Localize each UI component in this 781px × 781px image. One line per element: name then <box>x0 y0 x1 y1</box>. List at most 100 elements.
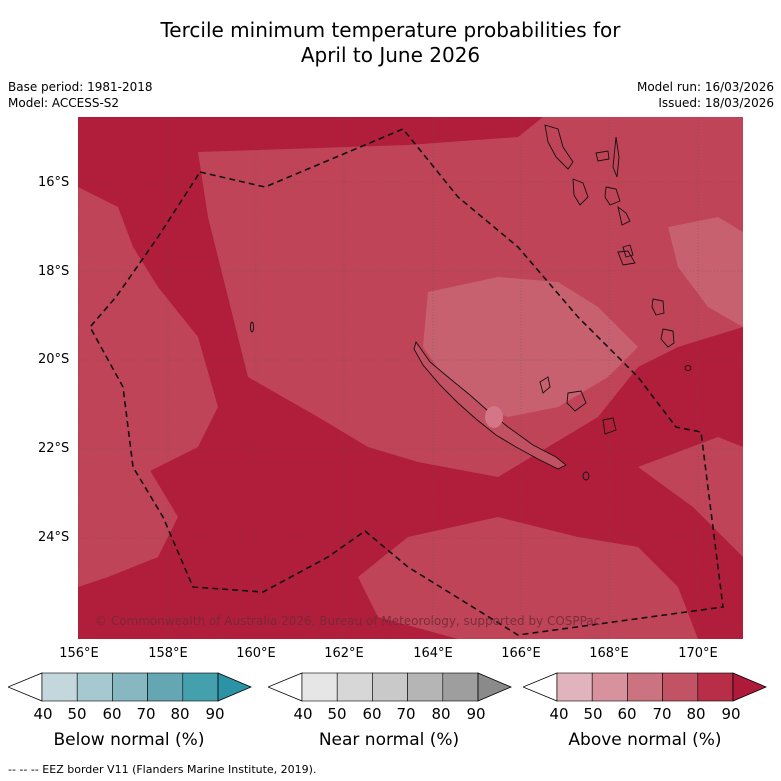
colorbar-near-extend-high <box>477 672 513 702</box>
colorbar-below-box-80 <box>182 672 219 702</box>
lat-label-18s: 18°S <box>38 264 70 279</box>
colorbar-near-box-60 <box>372 672 408 702</box>
lon-label-162e: 162°E <box>324 646 364 661</box>
vanuatu-island-tanna <box>651 298 665 316</box>
graticule <box>78 117 743 639</box>
cb2-tick-80: 80 <box>686 705 706 723</box>
above-normal-70-80-region-southwest <box>78 457 178 587</box>
lat-label-24s: 24°S <box>38 530 70 545</box>
model-text: Model: ACCESS-S2 <box>8 96 120 110</box>
colorbar-near-box-70 <box>407 672 444 702</box>
lon-label-164e: 164°E <box>413 646 453 661</box>
colorbar-below-box-50 <box>76 672 113 702</box>
cb2-tick-40: 40 <box>549 705 569 723</box>
issued-text: Issued: 18/03/2026 <box>658 96 774 110</box>
colorbar-above-extend-low <box>521 672 558 702</box>
lon-label-170e: 170°E <box>678 646 718 661</box>
lat-label-22s: 22°S <box>38 441 70 456</box>
vanuatu-island-efate <box>622 244 634 258</box>
colorbar-above-extend-high <box>732 672 768 702</box>
map-canvas <box>78 117 743 639</box>
colorbar-label-below: Below normal (%) <box>53 730 205 750</box>
colorbar-near-box-80 <box>442 672 479 702</box>
colorbar-below-box-40 <box>41 672 78 702</box>
cb2-tick-50: 50 <box>583 705 603 723</box>
cb1-tick-80: 80 <box>431 705 451 723</box>
lon-label-156e: 156°E <box>59 646 99 661</box>
vanuatu-island-erromango <box>617 250 636 266</box>
colorbar-above-box-40 <box>556 672 593 702</box>
colorbar-above-box-50 <box>591 672 628 702</box>
cb1-tick-60: 60 <box>362 705 382 723</box>
colorbar-below-box-70 <box>147 672 184 702</box>
cb0-tick-70: 70 <box>136 705 156 723</box>
probability-map <box>78 117 743 639</box>
colorbar-above-box-60 <box>627 672 663 702</box>
lon-label-168e: 168°E <box>589 646 629 661</box>
cb2-tick-90: 90 <box>721 705 741 723</box>
meta-left: Base period: 1981-2018 Model: ACCESS-S2 <box>8 79 153 111</box>
cb1-tick-40: 40 <box>293 705 313 723</box>
eez-legend-text: -- -- -- EEZ border V11 (Flanders Marine… <box>8 763 317 776</box>
above-normal-60-70-region <box>423 277 638 417</box>
cb1-tick-50: 50 <box>327 705 347 723</box>
chesterfield-islands <box>250 321 254 333</box>
lon-label-166e: 166°E <box>501 646 541 661</box>
colorbar-above-normal-graphic <box>521 672 768 702</box>
new-caledonia-island <box>413 340 567 470</box>
eez-border <box>89 128 724 636</box>
cb1-tick-90: 90 <box>466 705 486 723</box>
isle-of-pines <box>582 471 590 481</box>
lon-label-158e: 158°E <box>148 646 188 661</box>
meta-right: Model run: 16/03/2026 Issued: 18/03/2026 <box>637 79 774 111</box>
vanuatu-island-ambrym <box>604 186 621 206</box>
vanuatu-island-aneityum <box>660 328 675 348</box>
vanuatu-island-maewo <box>612 136 620 178</box>
colorbar-below-normal-graphic <box>6 672 253 702</box>
colorbar-near-box-50 <box>336 672 373 702</box>
map-title-line1: Tercile minimum temperature probabilitie… <box>160 18 621 42</box>
colorbar-near-normal <box>266 671 513 707</box>
lat-label-20s: 20°S <box>38 352 70 367</box>
map-title: Tercile minimum temperature probabilitie… <box>0 18 781 68</box>
above-normal-70-80-region-east <box>638 437 743 557</box>
vanuatu-island-ambae <box>595 150 610 162</box>
colorbar-below-box-60 <box>112 672 148 702</box>
above-normal-70-80-region-south <box>358 517 698 639</box>
colorbar-near-box-40 <box>301 672 338 702</box>
colorbar-below-normal <box>6 671 253 707</box>
colorbar-below-extend-low <box>6 672 43 702</box>
lat-label-16s: 16°S <box>38 175 70 190</box>
small-island-east <box>684 365 692 371</box>
loyalty-island-mare <box>602 417 617 435</box>
new-caledonia-highland <box>485 406 503 428</box>
cb0-tick-50: 50 <box>67 705 87 723</box>
cb0-tick-40: 40 <box>33 705 53 723</box>
cb1-tick-70: 70 <box>396 705 416 723</box>
colorbar-near-normal-graphic <box>266 672 513 702</box>
loyalty-island-ouvea <box>539 376 551 394</box>
cb0-tick-90: 90 <box>205 705 225 723</box>
above-normal-60-70-region-northeast <box>668 217 743 327</box>
colorbar-below-extend-high <box>217 672 253 702</box>
loyalty-island-lifou <box>566 390 587 412</box>
map-title-line2: April to June 2026 <box>300 43 481 67</box>
base-period-text: Base period: 1981-2018 <box>8 80 153 94</box>
cb2-tick-60: 60 <box>617 705 637 723</box>
colorbar-near-extend-low <box>266 672 303 702</box>
colorbar-above-box-70 <box>662 672 699 702</box>
colorbar-label-above: Above normal (%) <box>568 730 722 750</box>
vanuatu-espiritu-santo <box>544 124 574 170</box>
colorbar-label-near: Near normal (%) <box>318 730 460 750</box>
cb2-tick-70: 70 <box>652 705 672 723</box>
copyright-text: © Commonwealth of Australia 2026, Bureau… <box>95 614 601 628</box>
vanuatu-island-malekula <box>572 178 589 206</box>
model-run-text: Model run: 16/03/2026 <box>636 80 774 94</box>
lon-label-160e: 160°E <box>236 646 276 661</box>
above-normal-70-80-region-west <box>78 187 218 477</box>
colorbar-above-normal <box>521 671 768 707</box>
cb0-tick-60: 60 <box>102 705 122 723</box>
colorbar-above-box-80 <box>697 672 734 702</box>
vanuatu-island-epi <box>617 205 631 226</box>
cb0-tick-80: 80 <box>170 705 190 723</box>
